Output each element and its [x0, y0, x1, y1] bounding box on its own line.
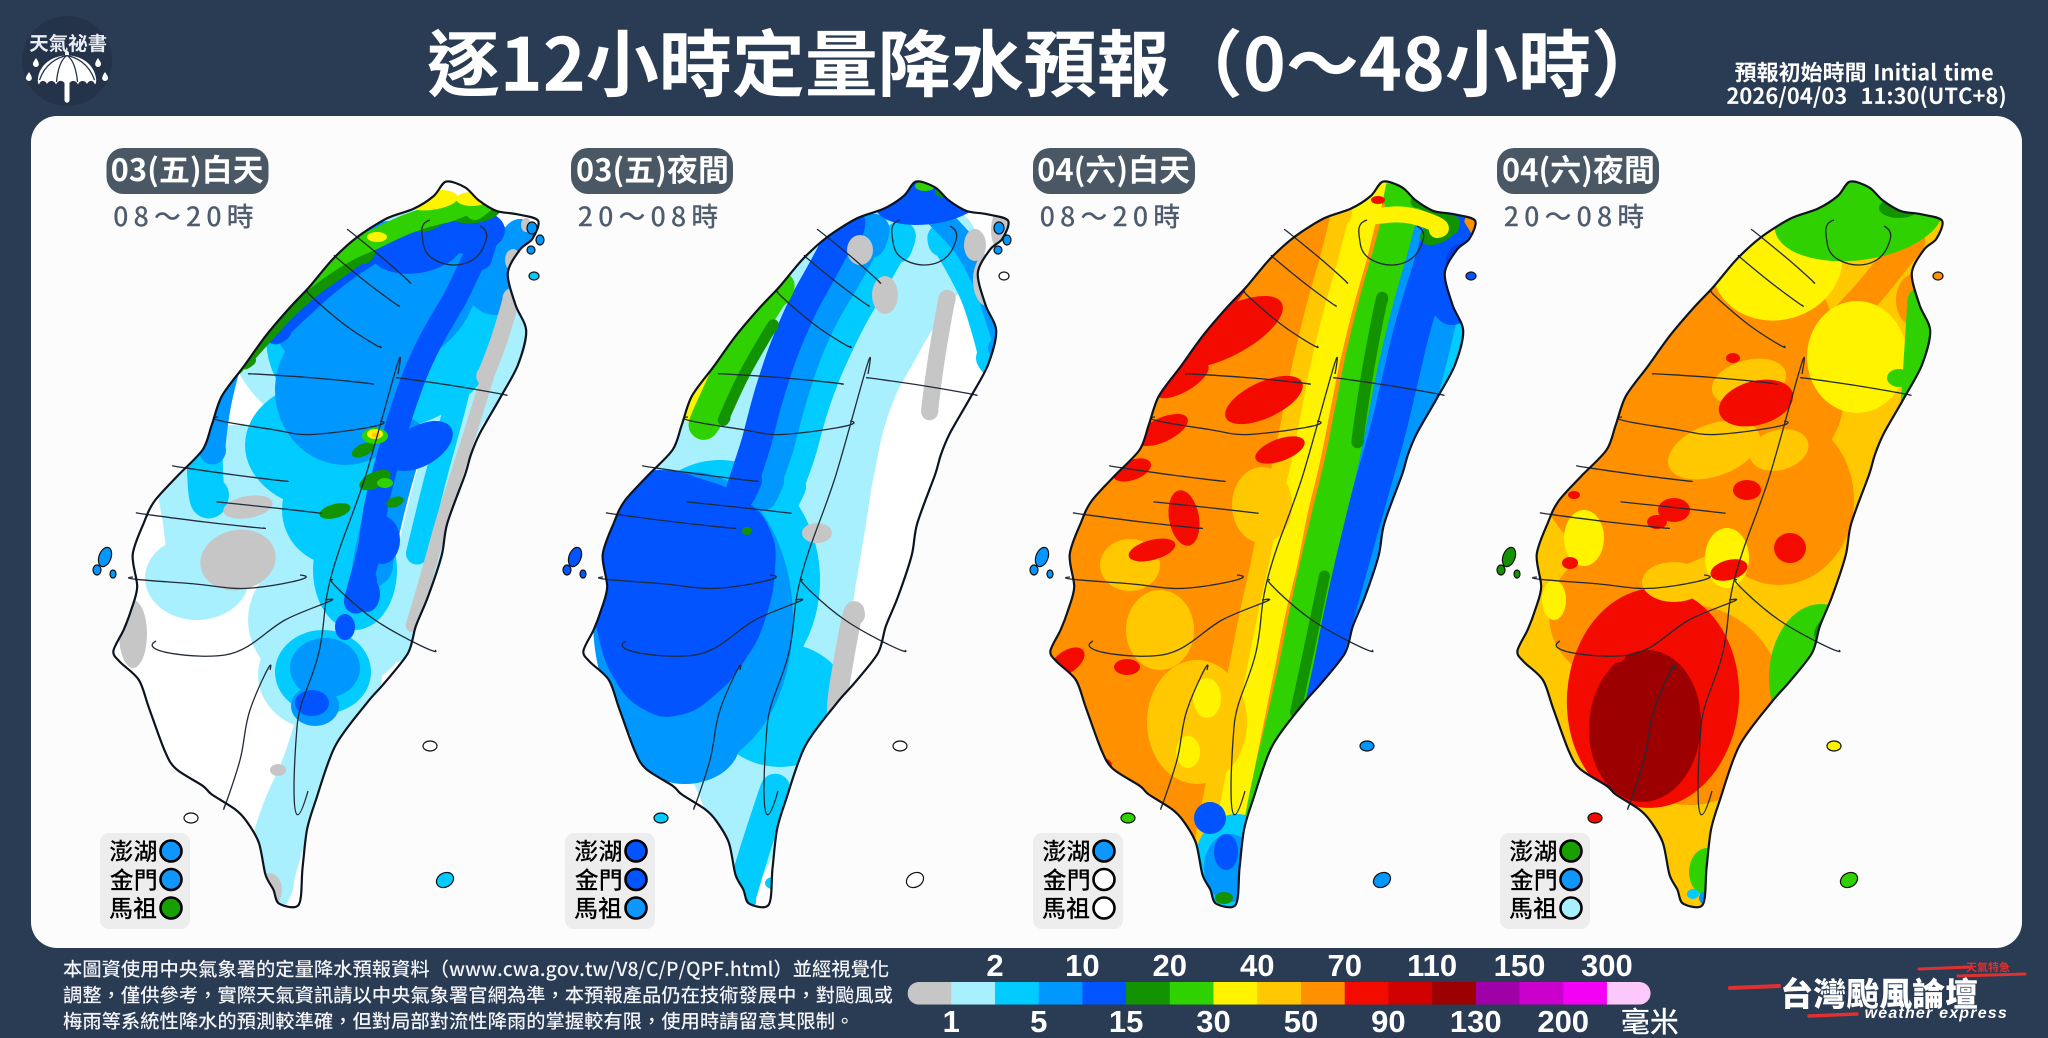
svg-text:70: 70	[1327, 948, 1361, 983]
svg-text:1: 1	[943, 1004, 960, 1038]
svg-text:30: 30	[1196, 1004, 1230, 1038]
svg-text:90: 90	[1371, 1004, 1405, 1038]
svg-text:10: 10	[1065, 948, 1099, 983]
svg-text:15: 15	[1109, 1004, 1143, 1038]
svg-text:110: 110	[1407, 948, 1457, 983]
svg-text:200: 200	[1537, 1004, 1589, 1038]
svg-text:130: 130	[1450, 1004, 1502, 1038]
svg-text:2: 2	[986, 948, 1003, 983]
svg-text:20: 20	[1153, 948, 1187, 983]
svg-text:weather express: weather express	[1865, 1005, 2008, 1022]
svg-text:40: 40	[1240, 948, 1274, 983]
svg-text:150: 150	[1494, 948, 1546, 983]
svg-text:300: 300	[1581, 948, 1633, 983]
svg-text:50: 50	[1284, 1004, 1318, 1038]
svg-text:5: 5	[1030, 1004, 1047, 1038]
